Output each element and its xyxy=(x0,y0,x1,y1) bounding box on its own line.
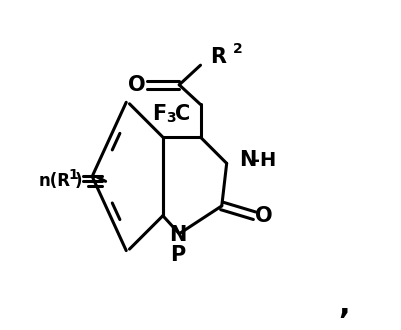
Text: N: N xyxy=(239,150,257,170)
Text: P: P xyxy=(170,245,185,265)
Text: 3: 3 xyxy=(166,111,176,124)
Text: ): ) xyxy=(75,172,82,190)
Text: N: N xyxy=(169,225,186,245)
Text: ,: , xyxy=(339,291,350,320)
Text: -H: -H xyxy=(252,150,276,170)
Text: O: O xyxy=(255,206,273,226)
Text: 2: 2 xyxy=(233,42,243,56)
Text: C: C xyxy=(175,104,190,124)
Text: n(R: n(R xyxy=(38,172,71,190)
Text: F: F xyxy=(152,104,167,124)
Text: O: O xyxy=(128,75,146,95)
Text: 1: 1 xyxy=(68,169,78,182)
Text: R: R xyxy=(211,47,227,67)
